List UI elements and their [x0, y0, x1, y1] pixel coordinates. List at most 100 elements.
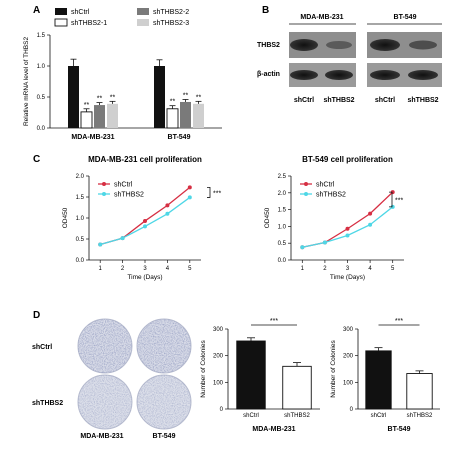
- blot-lane-1: shCtrl: [294, 97, 314, 104]
- d-y-tick-label: 200: [213, 354, 224, 360]
- a-y-tick-label: 0.5: [37, 95, 46, 101]
- a-bar: [94, 105, 105, 128]
- c-x-tick-label: 1: [99, 266, 103, 272]
- d-y-tick-label: 100: [213, 380, 224, 386]
- a-legend-label: shCtrl: [71, 9, 90, 16]
- c-point: [300, 245, 305, 250]
- d-y-tick-label: 200: [343, 354, 354, 360]
- c-significance: ***: [395, 198, 403, 205]
- c-y-tick-label: 2.0: [76, 174, 85, 180]
- d-y-tick-label: 100: [343, 380, 354, 386]
- c-significance-bracket: [207, 186, 211, 198]
- c-significance-bracket: [389, 191, 393, 208]
- d-significance: ***: [395, 318, 403, 325]
- band-thbs2-mda-shthbs2: [326, 41, 352, 49]
- plate-mda-shthbs2-colonies: [78, 375, 132, 429]
- a-bar: [166, 108, 179, 129]
- band-actin-bt-shthbs2: [408, 70, 438, 80]
- a-y-tick-label: 1.5: [37, 33, 46, 39]
- band-thbs2-mda-shctrl: [290, 39, 318, 51]
- a-significance: **: [97, 96, 103, 103]
- panel-label-a: A: [33, 5, 40, 16]
- a-legend-swatch: [137, 19, 149, 26]
- c-legend-label: shTHBS2: [316, 192, 346, 199]
- d-x-axis-label: MDA-MB-231: [252, 426, 295, 433]
- band-actin-mda-shthbs2: [325, 70, 353, 80]
- c-x-tick-label: 2: [121, 266, 125, 272]
- c-legend-label: shCtrl: [114, 182, 133, 189]
- c-x-axis-label: Time (Days): [127, 274, 162, 281]
- a-bar: [193, 103, 204, 128]
- c-series-line: [302, 191, 394, 248]
- a-significance: **: [84, 102, 90, 109]
- c-x-tick-label: 5: [391, 266, 395, 272]
- plate-bt-shctrl-colonies: [137, 319, 191, 373]
- plate-col-label-bt: BT-549: [153, 433, 176, 440]
- d-category-label: shTHBS2: [407, 413, 433, 419]
- c-legend-marker: [304, 182, 308, 186]
- panel-d-bar-chart-bt: 0 100 200 300 Number of Colonies shCtrl shTHBS…: [330, 318, 440, 433]
- c-legend-marker: [102, 182, 106, 186]
- panel-d-bar-chart-mda: 0 100 200 300 Number of Colonies shCtrl shTHBS…: [200, 318, 320, 433]
- c-legend-label: shCtrl: [316, 182, 335, 189]
- blot-lane-4: shTHBS2: [407, 97, 438, 104]
- d-category-label: shCtrl: [243, 413, 259, 419]
- c-point: [345, 233, 350, 238]
- panel-label-b: B: [262, 5, 269, 16]
- plate-row-label-shthbs2: shTHBS2: [32, 400, 63, 407]
- a-legend-label: shTHBS2-2: [153, 9, 189, 16]
- a-category-label: BT-549: [168, 134, 191, 141]
- a-legend-swatch: [55, 8, 67, 15]
- panel-b-western-blot: MDA-MB-231 BT-549 THBS2 β-actin shCtrl s…: [257, 14, 442, 104]
- blot-cell-line-mda: MDA-MB-231: [300, 14, 343, 21]
- c-y-tick-label: 1.5: [278, 208, 287, 214]
- c-point: [322, 240, 327, 245]
- blot-row-label-thbs2: THBS2: [257, 42, 280, 49]
- a-bar: [107, 103, 118, 128]
- a-bar: [68, 66, 79, 128]
- c-x-axis-label: Time (Days): [330, 274, 365, 281]
- c-point: [368, 211, 373, 216]
- d-y-tick-label: 0: [220, 407, 224, 413]
- a-legend-label: shTHBS2-1: [71, 20, 107, 27]
- blot-cell-line-bt: BT-549: [394, 14, 417, 21]
- c-x-tick-label: 3: [346, 266, 350, 272]
- c-y-tick-label: 0.0: [278, 258, 287, 264]
- d-y-tick-label: 300: [213, 327, 224, 333]
- panel-c-line-chart-mda: MDA-MB-231 cell proliferation 0.0 0.5 1.0 1.…: [62, 155, 221, 281]
- c-point: [143, 224, 147, 229]
- c-point: [98, 242, 103, 247]
- c-x-tick-label: 2: [323, 266, 327, 272]
- c-point: [120, 236, 125, 241]
- c-y-tick-label: 1.0: [76, 216, 85, 222]
- a-bar: [80, 111, 93, 129]
- c-legend-marker: [304, 192, 308, 196]
- panel-a-bar-chart: 0.0 0.5 1.0 1.5 Relative mRNA level of THBS2…: [23, 8, 222, 141]
- c-x-tick-label: 1: [301, 266, 305, 272]
- c-title: MDA-MB-231 cell proliferation: [88, 155, 202, 164]
- c-y-tick-label: 1.0: [278, 224, 287, 230]
- a-legend-label: shTHBS2-3: [153, 20, 189, 27]
- a-y-axis-label: Relative mRNA level of THBS2: [23, 37, 30, 126]
- a-legend-swatch: [54, 18, 68, 27]
- d-category-label: shCtrl: [371, 413, 387, 419]
- c-point: [165, 211, 170, 216]
- a-legend-swatch: [137, 8, 149, 15]
- a-category-label: MDA-MB-231: [71, 134, 114, 141]
- blot-row-label-actin: β-actin: [257, 71, 280, 78]
- d-x-axis-label: BT-549: [388, 426, 411, 433]
- plate-col-label-mda: MDA-MB-231: [80, 433, 123, 440]
- band-actin-mda-shctrl: [290, 70, 318, 80]
- c-y-axis-label: OD450: [264, 207, 271, 228]
- c-y-tick-label: 0.5: [76, 237, 85, 243]
- c-legend-marker: [102, 192, 106, 196]
- c-point: [187, 185, 192, 190]
- c-y-tick-label: 0.0: [76, 258, 85, 264]
- a-bar: [180, 101, 191, 128]
- blot-lane-2: shTHBS2: [323, 97, 354, 104]
- c-y-tick-label: 2.5: [278, 174, 287, 180]
- c-point: [187, 195, 192, 200]
- a-significance: **: [183, 92, 189, 99]
- c-y-tick-label: 1.5: [76, 195, 85, 201]
- a-significance: **: [110, 94, 116, 101]
